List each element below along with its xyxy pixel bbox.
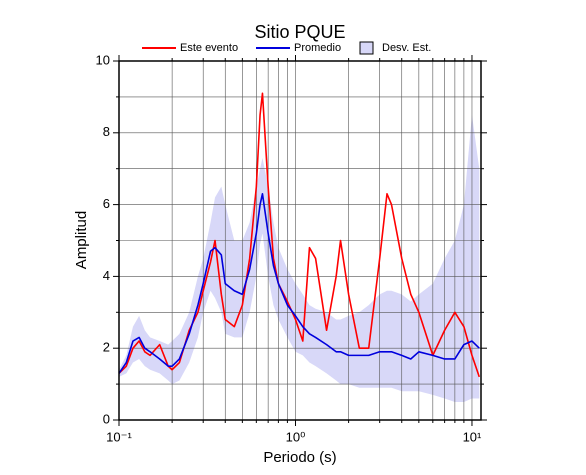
std-band — [119, 114, 480, 403]
x-tick-label: 10⁻¹ — [106, 429, 132, 444]
x-tick-label: 10⁰ — [286, 429, 306, 444]
legend-swatch — [359, 41, 374, 55]
y-tick-label: 10 — [96, 52, 110, 67]
y-tick-label: 0 — [103, 411, 110, 426]
series-line — [118, 92, 481, 378]
y-tick-label: 2 — [103, 340, 110, 355]
y-tick-label: 4 — [103, 268, 110, 283]
legend-label: Este evento — [180, 42, 238, 54]
x-axis-label: Periodo (s) — [263, 449, 336, 466]
y-tick-label: 8 — [103, 124, 110, 139]
y-axis-label: Amplitud — [73, 211, 90, 269]
series-line — [118, 193, 480, 374]
chart-title: Sitio PQUE — [254, 22, 345, 42]
legend-label: Promedio — [294, 42, 341, 54]
x-tick-label: 10¹ — [463, 429, 482, 444]
legend-label: Desv. Est. — [382, 42, 431, 54]
y-tick-label: 6 — [103, 196, 110, 211]
